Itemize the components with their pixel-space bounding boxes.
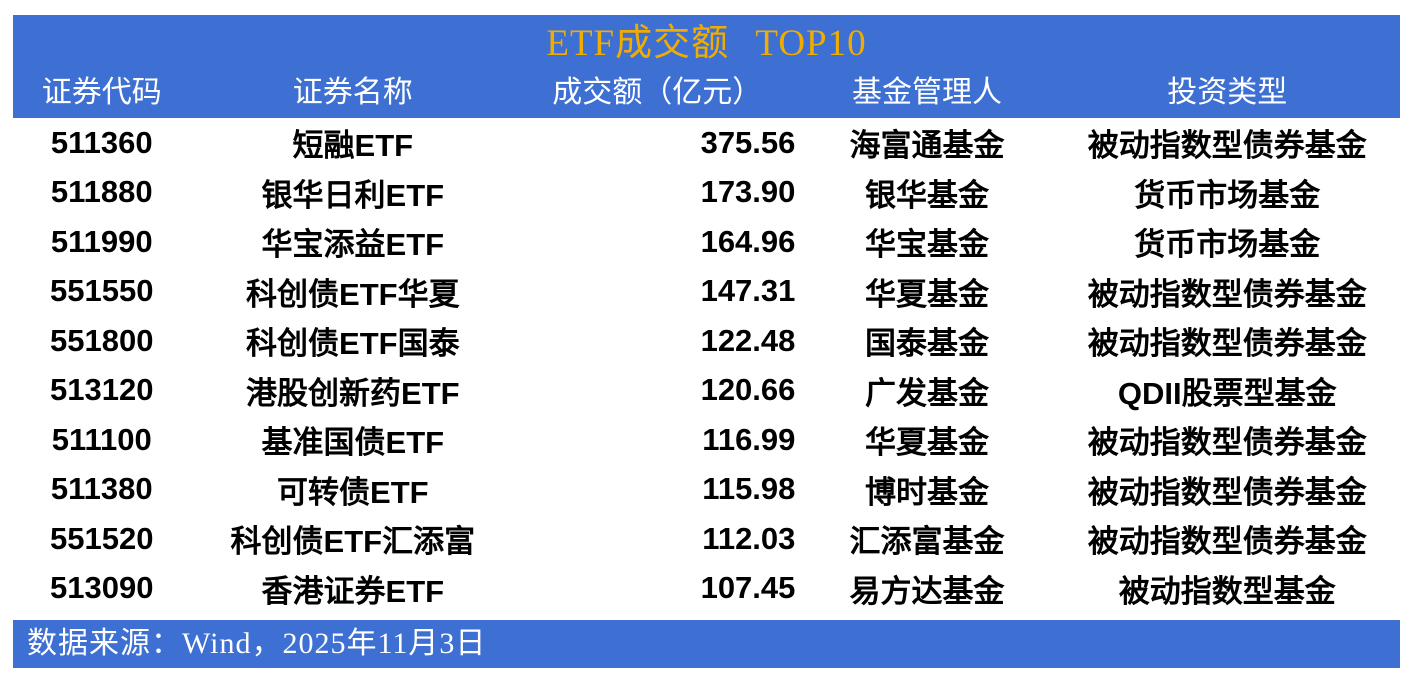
cell-investment-type: 被动指数型债券基金 (1087, 276, 1367, 312)
footer-gap (13, 613, 1400, 620)
cell-security-name: 港股创新药ETF (246, 375, 460, 411)
cell-fund-manager: 广发基金 (865, 375, 989, 411)
data-source-text: 数据来源：Wind，2025年11月3日 (27, 627, 487, 660)
cell-security-name: 基准国债ETF (261, 425, 445, 461)
cell-security-code: 511360 (50, 124, 153, 160)
cell-investment-type: 货币市场基金 (1134, 227, 1321, 263)
cell-security-code: 551520 (50, 520, 154, 556)
cell-investment-type: 货币市场基金 (1134, 177, 1321, 213)
cell-security-name: 银华日利ETF (261, 177, 445, 213)
table-header-band: ETF成交额 TOP10 证券代码 证券名称 成交额（亿元） 基金管理人 投资类… (13, 15, 1400, 118)
table-row: 513090 香港证券ETF 107.45 易方达基金 被动指数型基金 (13, 564, 1400, 614)
column-header-value: 成交额（亿元） (552, 76, 763, 109)
table-row: 511380 可转债ETF 115.98 博时基金 被动指数型债券基金 (13, 465, 1400, 515)
cell-investment-type: QDII股票型基金 (1117, 375, 1337, 411)
column-header-name: 证券名称 (292, 76, 413, 109)
cell-investment-type: 被动指数型债券基金 (1087, 474, 1367, 510)
cell-security-name: 华宝添益ETF (261, 227, 445, 263)
table-body: 511360 短融ETF 375.56 海富通基金 被动指数型债券基金 5118… (13, 118, 1400, 613)
column-header-manager: 基金管理人 (852, 76, 1002, 109)
cell-turnover-value: 112.03 (702, 520, 796, 556)
data-source-bar: 数据来源：Wind，2025年11月3日 (13, 620, 1400, 668)
table-row: 511880 银华日利ETF 173.90 银华基金 货币市场基金 (13, 168, 1400, 218)
column-header-code: 证券代码 (41, 76, 162, 109)
table-row: 513120 港股创新药ETF 120.66 广发基金 QDII股票型基金 (13, 366, 1400, 416)
cell-turnover-value: 375.56 (700, 124, 796, 160)
cell-security-name: 科创债ETF华夏 (246, 276, 460, 312)
cell-fund-manager: 华宝基金 (865, 227, 989, 263)
table-row: 511100 基准国债ETF 116.99 华夏基金 被动指数型债券基金 (13, 415, 1400, 465)
column-header-type: 投资类型 (1167, 76, 1288, 109)
table-title: ETF成交额 TOP10 (546, 23, 867, 64)
cell-turnover-value: 107.45 (700, 570, 796, 606)
cell-fund-manager: 华夏基金 (865, 425, 989, 461)
table-row: 511360 短融ETF 375.56 海富通基金 被动指数型债券基金 (13, 118, 1400, 168)
cell-security-name: 短融ETF (292, 128, 414, 164)
cell-investment-type: 被动指数型债券基金 (1087, 524, 1367, 560)
cell-security-code: 551550 (50, 273, 154, 309)
cell-turnover-value: 116.99 (702, 421, 796, 457)
cell-security-code: 551800 (50, 322, 154, 358)
cell-fund-manager: 银华基金 (865, 177, 989, 213)
cell-fund-manager: 汇添富基金 (849, 524, 1005, 560)
table-row: 551520 科创债ETF汇添富 112.03 汇添富基金 被动指数型债券基金 (13, 514, 1400, 564)
cell-fund-manager: 国泰基金 (865, 326, 989, 362)
cell-security-code: 511100 (51, 421, 152, 457)
cell-investment-type: 被动指数型债券基金 (1087, 128, 1367, 164)
cell-turnover-value: 120.66 (700, 372, 796, 408)
cell-turnover-value: 164.96 (700, 223, 796, 259)
table-row: 511990 华宝添益ETF 164.96 华宝基金 货币市场基金 (13, 217, 1400, 267)
cell-security-code: 511880 (50, 174, 153, 210)
cell-fund-manager: 华夏基金 (865, 276, 989, 312)
table-row: 551550 科创债ETF华夏 147.31 华夏基金 被动指数型债券基金 (13, 267, 1400, 317)
cell-security-name: 可转债ETF (277, 474, 429, 510)
cell-security-code: 513090 (50, 570, 154, 606)
cell-fund-manager: 海富通基金 (849, 128, 1005, 164)
cell-fund-manager: 易方达基金 (849, 573, 1005, 609)
cell-turnover-value: 147.31 (700, 273, 796, 309)
table-row: 551800 科创债ETF国泰 122.48 国泰基金 被动指数型债券基金 (13, 316, 1400, 366)
cell-turnover-value: 173.90 (700, 174, 796, 210)
cell-security-name: 科创债ETF汇添富 (230, 524, 476, 560)
cell-turnover-value: 122.48 (700, 322, 796, 358)
cell-investment-type: 被动指数型基金 (1118, 573, 1336, 609)
cell-security-code: 513120 (50, 372, 154, 408)
cell-security-name: 科创债ETF国泰 (246, 326, 460, 362)
cell-security-code: 511990 (50, 223, 153, 259)
cell-investment-type: 被动指数型债券基金 (1087, 326, 1367, 362)
cell-fund-manager: 博时基金 (865, 474, 989, 510)
cell-investment-type: 被动指数型债券基金 (1087, 425, 1367, 461)
column-header-row: 证券代码 证券名称 成交额（亿元） 基金管理人 投资类型 (13, 68, 1400, 118)
cell-security-code: 511380 (50, 471, 153, 507)
cell-turnover-value: 115.98 (702, 471, 796, 507)
cell-security-name: 香港证券ETF (261, 573, 445, 609)
